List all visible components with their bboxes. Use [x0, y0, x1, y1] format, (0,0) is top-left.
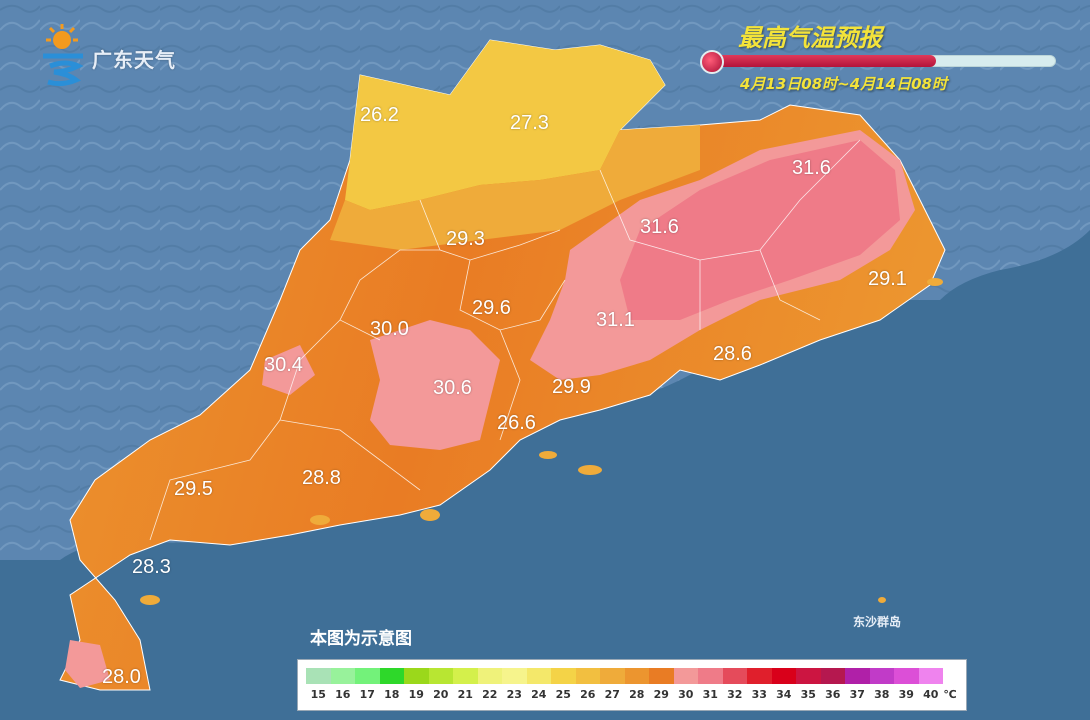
legend-tick-label: 21	[457, 688, 473, 701]
legend-swatch	[477, 668, 502, 684]
legend-swatch	[722, 668, 747, 684]
legend-tick-label: 15	[310, 688, 326, 701]
legend-tick-label: 24	[531, 688, 547, 701]
thermometer-fill	[708, 55, 936, 67]
legend-tick-label: 37	[849, 688, 865, 701]
legend-tick-label: 28	[629, 688, 645, 701]
legend-tick-label: 22	[482, 688, 498, 701]
city-boundaries	[149, 139, 861, 541]
legend-swatch	[894, 668, 919, 684]
legend-swatch	[379, 668, 404, 684]
southwest-pink-spot	[65, 640, 110, 688]
legend-swatch	[551, 668, 576, 684]
guangdong-weather-logo-icon	[43, 24, 84, 87]
temp-label-qingyuan: 29.3	[446, 228, 485, 250]
temp-label-zhongshan: 26.6	[497, 412, 536, 434]
temp-label-shaoguan-north: 27.3	[510, 112, 549, 134]
legend-swatch	[526, 668, 551, 684]
east-red-core	[620, 140, 900, 320]
central-pink-zone	[370, 320, 500, 450]
temp-label-yunfu: 30.4	[264, 354, 303, 376]
temp-label-zhanjiang-south: 28.0	[102, 666, 141, 688]
legend-tick-label: 18	[384, 688, 400, 701]
legend-swatch	[575, 668, 600, 684]
logo-text: 广东天气	[92, 48, 176, 72]
coastal-islands	[140, 278, 943, 605]
temp-label-huizhou: 31.1	[596, 309, 635, 331]
legend-tick-label: 34	[776, 688, 792, 701]
dongsha-islands-label: 东沙群岛	[853, 615, 902, 629]
legend-tick-label: 40	[923, 688, 939, 701]
temp-label-foshan: 30.6	[433, 377, 472, 399]
legend-tick-label: 17	[359, 688, 375, 701]
date-range: 4月13日08时~4月14日08时	[740, 75, 947, 93]
legend-tick-label: 39	[898, 688, 914, 701]
legend-tick-label: 26	[580, 688, 596, 701]
legend-tick-label: 38	[874, 688, 890, 701]
legend-swatch	[306, 668, 331, 684]
legend-swatch	[453, 668, 478, 684]
legend-tick-label: 16	[335, 688, 351, 701]
legend-swatch	[330, 668, 355, 684]
legend-swatch	[600, 668, 625, 684]
legend-swatch	[845, 668, 870, 684]
legend-tick-label: 35	[800, 688, 816, 701]
legend-swatch	[355, 668, 380, 684]
legend-tick-label: 31	[702, 688, 718, 701]
temp-label-jiangmen: 28.8	[302, 467, 341, 489]
temp-label-heyuan-east: 31.6	[640, 216, 679, 238]
legend-tick-label: 33	[751, 688, 767, 701]
legend-swatch	[698, 668, 723, 684]
temp-label-maoming: 29.5	[174, 478, 213, 500]
temp-label-shanwei: 28.6	[713, 343, 752, 365]
legend-tick-label: 25	[555, 688, 571, 701]
temp-label-zhanjiang-north: 28.3	[132, 556, 171, 578]
legend-swatch	[502, 668, 527, 684]
north-yellow-zone	[345, 40, 665, 210]
west-pink-spot	[262, 345, 315, 395]
temp-label-meizhou: 31.6	[792, 157, 831, 179]
legend-swatch	[771, 668, 796, 684]
legend-swatch	[796, 668, 821, 684]
legend-tick-label: 19	[408, 688, 424, 701]
legend-tick-label: 36	[825, 688, 841, 701]
legend-unit: ℃	[943, 688, 957, 701]
legend-tick-label: 27	[604, 688, 620, 701]
legend-swatch	[747, 668, 772, 684]
legend-tick-label: 32	[727, 688, 743, 701]
temp-label-shantou: 29.1	[868, 268, 907, 290]
legend-tick-label: 29	[653, 688, 669, 701]
temp-label-heyuan: 29.6	[472, 297, 511, 319]
legend-swatch	[624, 668, 649, 684]
legend-swatch	[673, 668, 698, 684]
legend-swatch	[428, 668, 453, 684]
legend-swatch	[404, 668, 429, 684]
legend-labels: 15 16 17 18 19 20 21 22 23 24 25 26 27 28 29 30 31 32 33 34…	[306, 688, 957, 701]
thermometer-icon	[700, 50, 724, 74]
map-title: 最高气温预报	[738, 24, 882, 52]
legend-tick-label: 30	[678, 688, 694, 701]
legend-swatch	[820, 668, 845, 684]
legend-tick-label: 20	[433, 688, 449, 701]
legend-swatch	[649, 668, 674, 684]
temp-label-guangzhou-west: 30.0	[370, 318, 409, 340]
temp-label-dongguan: 29.9	[552, 376, 591, 398]
north-orange-belt	[330, 125, 700, 250]
schematic-note: 本图为示意图	[310, 629, 412, 649]
legend-swatch	[918, 668, 943, 684]
legend-swatches	[306, 668, 943, 684]
temp-label-shaoguan-west: 26.2	[360, 104, 399, 126]
legend-swatch	[869, 668, 894, 684]
legend-tick-label: 23	[506, 688, 522, 701]
temperature-legend: 15 16 17 18 19 20 21 22 23 24 25 26 27 28 29 30 31 32 33 34…	[297, 659, 967, 711]
